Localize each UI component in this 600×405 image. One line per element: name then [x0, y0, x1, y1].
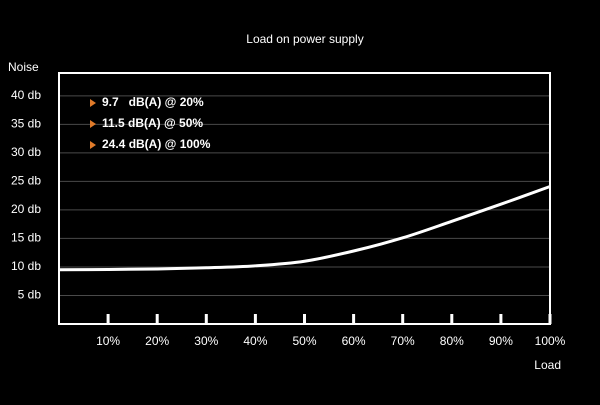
x-tick-label: 40% — [243, 334, 267, 348]
x-tick-label: 50% — [292, 334, 316, 348]
annotation: 9.7 dB(A) @ 20% — [102, 95, 204, 109]
y-tick-label: 20 db — [11, 202, 41, 216]
annotation-marker — [90, 99, 96, 107]
x-axis-label: Load — [534, 358, 561, 372]
chart-title: Load on power supply — [246, 32, 363, 46]
y-tick-label: 30 db — [11, 145, 41, 159]
annotation-marker — [90, 120, 96, 128]
x-tick-label: 30% — [194, 334, 218, 348]
noise-curve — [58, 185, 551, 272]
x-tick-label: 90% — [489, 334, 513, 348]
x-tick-label: 100% — [535, 334, 566, 348]
x-tick-label: 20% — [145, 334, 169, 348]
x-tick-label: 60% — [342, 334, 366, 348]
annotation: 11.5 dB(A) @ 50% — [102, 116, 203, 130]
annotation-marker — [90, 141, 96, 149]
x-tick-label: 70% — [391, 334, 415, 348]
x-tick-label: 10% — [96, 334, 120, 348]
y-tick-label: 5 db — [18, 288, 42, 302]
y-tick-label: 10 db — [11, 259, 41, 273]
y-axis-label: Noise — [8, 60, 39, 74]
y-tick-label: 15 db — [11, 231, 41, 245]
y-tick-label: 35 db — [11, 117, 41, 131]
y-tick-label: 25 db — [11, 174, 41, 188]
annotation: 24.4 dB(A) @ 100% — [102, 137, 211, 151]
y-tick-label: 40 db — [11, 88, 41, 102]
x-tick-label: 80% — [440, 334, 464, 348]
